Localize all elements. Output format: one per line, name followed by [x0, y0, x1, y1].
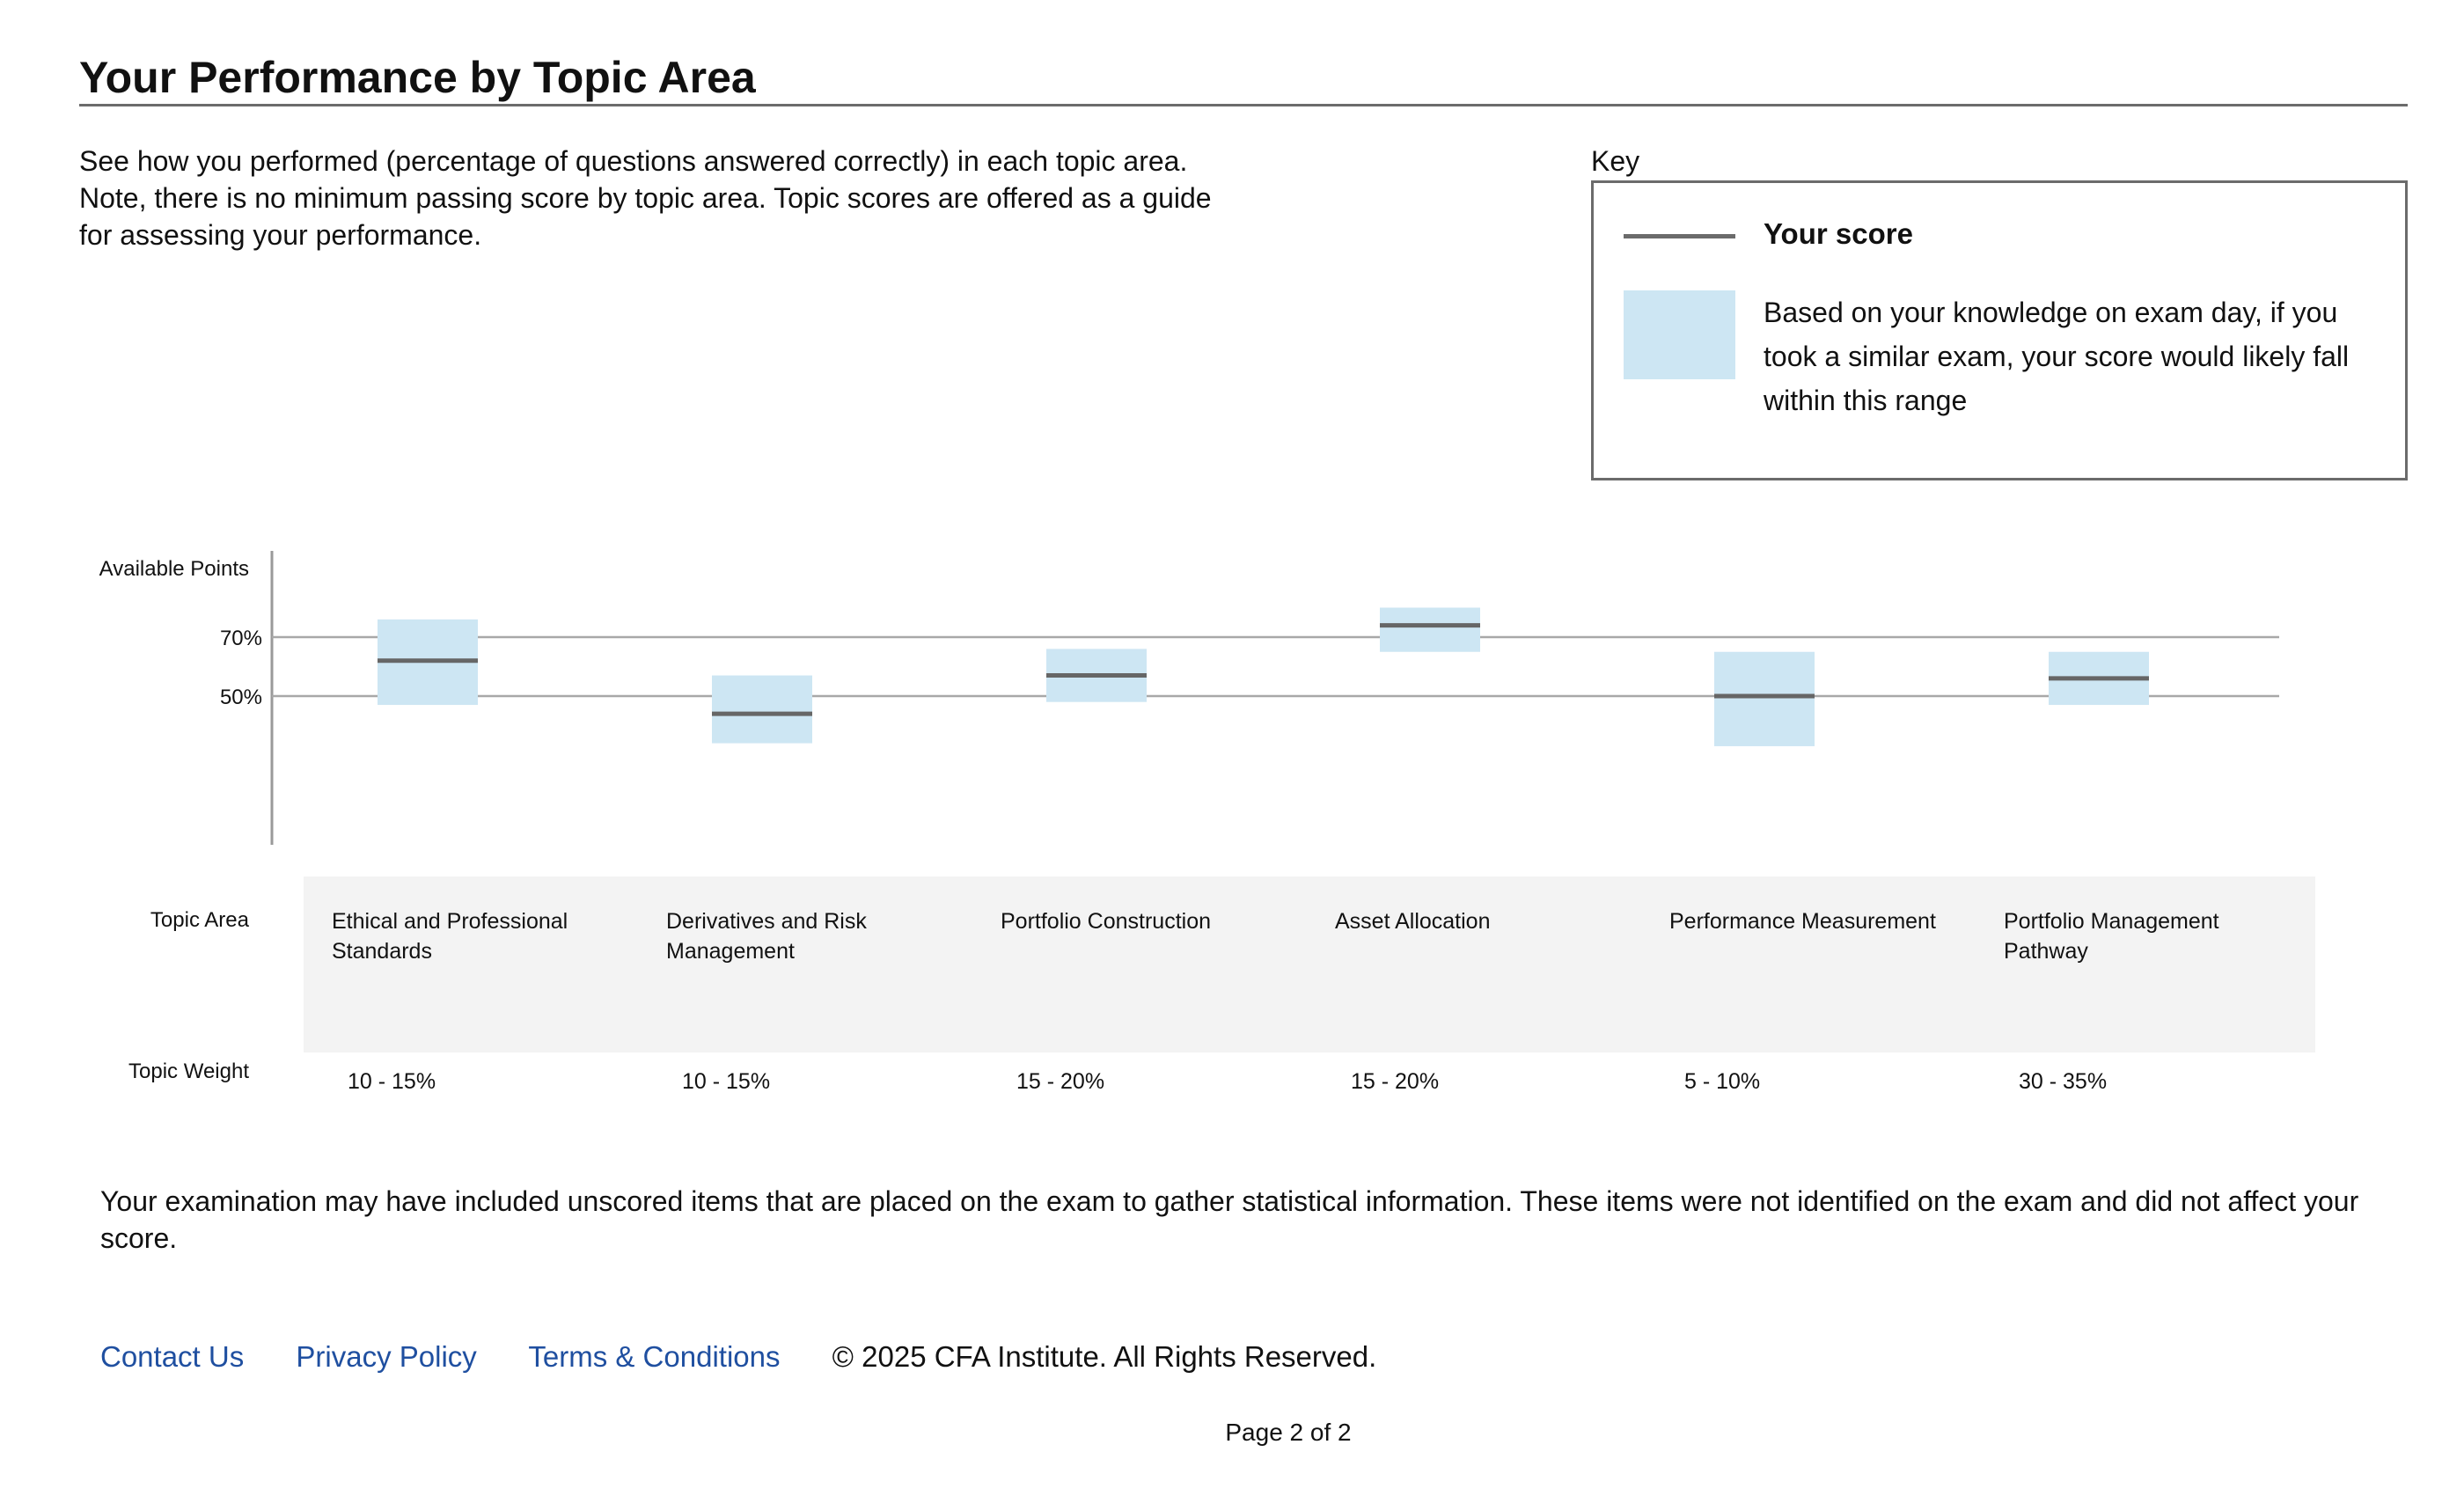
key-range-swatch-icon: [1624, 290, 1735, 379]
topic-name: Portfolio Management Pathway: [2004, 909, 2219, 964]
contact-us-link[interactable]: Contact Us: [100, 1340, 245, 1373]
key-score-line-icon: [1624, 234, 1735, 238]
terms-conditions-link[interactable]: Terms & Conditions: [528, 1340, 781, 1373]
topic-weight: 30 - 35%: [2019, 1069, 2108, 1094]
unscored-items-note: Your examination may have included unsco…: [100, 1185, 2359, 1254]
topic-area-label: Topic Area: [150, 908, 249, 932]
score-range-bar: [1380, 607, 1480, 652]
title-divider: [79, 104, 2408, 106]
topic-name: Portfolio Construction: [1001, 909, 1212, 934]
topic-name: Asset Allocation: [1335, 909, 1491, 934]
score-range-bar: [1714, 651, 1815, 746]
key-range-label: Based on your knowledge on exam day, if …: [1764, 297, 2350, 416]
key-box: [1591, 180, 2408, 480]
privacy-policy-link[interactable]: Privacy Policy: [296, 1340, 477, 1373]
score-range-bar: [712, 675, 812, 744]
footer: Contact Us Privacy Policy Terms & Condit…: [100, 1338, 1376, 1376]
available-points-label: Available Points: [99, 557, 249, 581]
intro-text: See how you performed (percentage of que…: [79, 145, 1212, 251]
y-tick-label: 50%: [220, 686, 262, 709]
topic-weight: 10 - 15%: [348, 1069, 436, 1094]
y-tick-label: 70%: [220, 627, 262, 650]
topic-name: Ethical and Professional Standards: [332, 909, 568, 964]
copyright-text: © 2025 CFA Institute. All Rights Reserve…: [832, 1340, 1377, 1373]
page-title: Your Performance by Topic Area: [79, 53, 756, 102]
topic-area-panel: [304, 876, 2315, 1052]
topic-weight: 15 - 20%: [1016, 1069, 1105, 1094]
topic-name: Derivatives and Risk Management: [666, 909, 867, 964]
topic-weight: 10 - 15%: [682, 1069, 771, 1094]
key-heading: Key: [1591, 145, 1640, 177]
topic-name: Performance Measurement: [1669, 909, 1936, 934]
topic-performance-chart: 70% 50%: [220, 551, 2279, 845]
topic-weight: 5 - 10%: [1684, 1069, 1761, 1094]
key-score-label: Your score: [1764, 217, 1913, 250]
page-number: Page 2 of 2: [1225, 1419, 1352, 1446]
topic-weight: 15 - 20%: [1351, 1069, 1440, 1094]
topic-weight-label: Topic Weight: [128, 1060, 249, 1083]
